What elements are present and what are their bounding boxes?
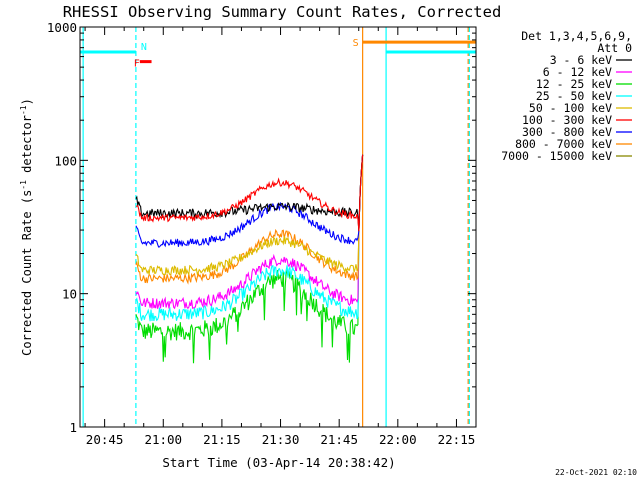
series-line-3 — [135, 154, 364, 322]
x-tick-label: 21:45 — [320, 432, 358, 447]
legend-header-line-2: Att 0 — [597, 41, 632, 55]
flag-label-F: F — [134, 59, 140, 70]
y-axis: 1 10 100 1000 — [47, 20, 476, 435]
legend-label: 300 - 800 keV — [522, 125, 612, 139]
x-tick-label: 22:15 — [438, 432, 476, 447]
x-axis-label: Start Time (03-Apr-14 20:38:42) — [162, 455, 395, 470]
legend-label: 800 - 7000 keV — [515, 137, 612, 151]
axis-frame — [79, 26, 477, 428]
series-line-5 — [135, 154, 364, 232]
legend-label: 25 - 50 keV — [536, 89, 612, 103]
flag-label-S: S — [353, 38, 359, 49]
x-tick-label: 21:30 — [262, 432, 300, 447]
x-tick-label: 21:15 — [203, 432, 241, 447]
legend-label: 7000 - 15000 keV — [501, 149, 612, 163]
x-tick-label: 21:00 — [144, 432, 182, 447]
y-tick-label: 1 — [69, 420, 77, 435]
plot-area: S FN — [80, 27, 476, 427]
legend-label: 3 - 6 keV — [550, 53, 612, 67]
series-line-6 — [135, 154, 364, 248]
y-tick-label: 1000 — [47, 20, 77, 35]
legend-label: 6 - 12 keV — [543, 65, 612, 79]
series-line-0 — [135, 154, 364, 232]
y-tick-label: 10 — [62, 287, 77, 302]
timestamp: 22-Oct-2021 02:10 — [555, 468, 637, 477]
x-tick-label: 22:00 — [379, 432, 417, 447]
series-line-1 — [135, 154, 364, 310]
legend-label: 50 - 100 keV — [529, 101, 612, 115]
svg-text:Corrected Count Rate (s-1 dete: Corrected Count Rate (s-1 detector-1) — [19, 98, 34, 356]
series-line-7 — [135, 154, 364, 285]
legend-header-line-1: Det 1,3,4,5,6,9, — [521, 29, 632, 43]
x-axis: 20:45 21:00 21:15 21:30 21:45 22:00 22:15 — [84, 27, 477, 447]
x-tick-label: 20:45 — [86, 432, 124, 447]
series-line-4 — [135, 154, 364, 276]
legend-label: 100 - 300 keV — [522, 113, 612, 127]
series-line-2 — [135, 154, 364, 364]
flag-label-N: N — [141, 42, 147, 53]
chart-title: RHESSI Observing Summary Count Rates, Co… — [63, 3, 502, 21]
y-tick-label: 100 — [54, 153, 77, 168]
legend-label: 12 - 25 keV — [536, 77, 612, 91]
plot-frame — [79, 26, 477, 428]
y-axis-label: Corrected Count Rate (s-1 detector-1) — [19, 98, 34, 356]
